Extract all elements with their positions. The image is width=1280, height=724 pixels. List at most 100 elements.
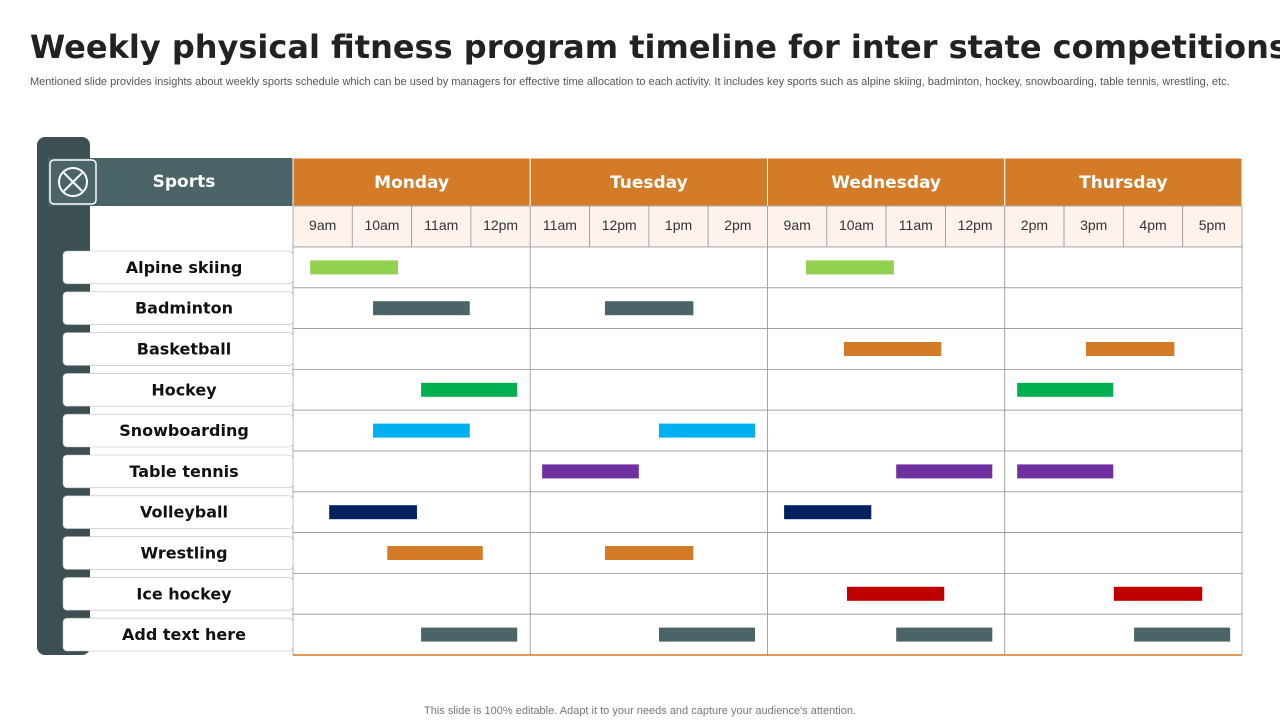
cell <box>767 409 1006 452</box>
time-cell <box>411 205 472 248</box>
row-label-box <box>62 373 294 407</box>
cell <box>292 450 531 493</box>
sports-icon <box>58 167 88 197</box>
cell <box>292 573 531 615</box>
cell <box>1004 246 1243 289</box>
row-label: Ice hockey <box>136 584 232 603</box>
time-bar <box>806 260 894 275</box>
time-bar <box>658 423 756 438</box>
icon-line <box>63 172 83 192</box>
row-label: Basketball <box>137 340 231 359</box>
day-label: Thursday <box>1079 173 1168 193</box>
time-cell <box>292 205 353 248</box>
time-label: 12pm <box>483 217 518 233</box>
cell <box>767 532 1006 574</box>
time-bar <box>1017 464 1114 479</box>
row-label-box <box>62 577 294 611</box>
row-label-box <box>62 617 294 652</box>
row-label: Wrestling <box>140 544 227 563</box>
time-bar <box>1134 627 1231 642</box>
time-bar <box>604 301 694 316</box>
time-cell <box>1063 205 1124 248</box>
time-cell <box>945 205 1006 248</box>
time-bar <box>542 464 639 479</box>
cell <box>1004 287 1243 329</box>
sports-header <box>48 158 293 206</box>
cell <box>767 287 1006 329</box>
day-header <box>1004 157 1243 207</box>
time-label: 3pm <box>1080 217 1107 233</box>
cell <box>1004 409 1243 452</box>
time-label: 9am <box>309 217 336 233</box>
row-label: Table tennis <box>129 462 238 481</box>
time-bar <box>373 301 470 316</box>
row-label-box <box>62 495 294 529</box>
time-bar <box>784 505 872 520</box>
time-label: 1pm <box>665 217 692 233</box>
row-label-box <box>62 291 294 325</box>
time-bar <box>421 627 518 642</box>
time-bar <box>329 505 417 520</box>
cell <box>529 368 768 411</box>
time-bar <box>373 423 470 438</box>
time-label: 11am <box>899 217 933 233</box>
time-bar <box>604 546 694 560</box>
time-cell <box>589 205 650 248</box>
time-cell <box>1182 205 1243 248</box>
time-label: 2pm <box>724 217 751 233</box>
icon-frame <box>49 159 97 205</box>
time-bar <box>896 464 993 479</box>
time-label: 12pm <box>602 217 637 233</box>
time-bar <box>421 382 518 397</box>
time-label: 12pm <box>958 217 993 233</box>
time-bar <box>1017 382 1114 397</box>
cell <box>529 328 768 370</box>
subtitle: Mentioned slide provides insights about … <box>30 76 1230 88</box>
day-label: Tuesday <box>610 173 688 193</box>
row-label: Add text here <box>122 625 246 644</box>
row-label-box <box>62 536 294 570</box>
time-label: 10am <box>364 217 399 233</box>
cell <box>529 246 768 289</box>
title: Weekly physical fitness program timeline… <box>30 28 1280 66</box>
row-label-box <box>62 413 294 448</box>
day-header <box>529 157 768 207</box>
time-label: 10am <box>839 217 874 233</box>
corner-label: Sports <box>153 172 216 192</box>
time-cell <box>767 205 828 248</box>
time-cell <box>470 205 531 248</box>
cell <box>1004 491 1243 533</box>
subtitle-box: Mentioned slide provides insights about … <box>30 76 1230 88</box>
time-cell <box>885 205 946 248</box>
cell <box>529 491 768 533</box>
time-label: 11am <box>424 217 458 233</box>
time-bar <box>844 342 942 356</box>
cell <box>529 573 768 615</box>
time-label: 2pm <box>1021 217 1048 233</box>
time-cell <box>1004 205 1065 248</box>
time-bar <box>387 546 483 560</box>
row-label: Volleyball <box>140 503 228 522</box>
day-label: Wednesday <box>831 173 941 193</box>
time-bar <box>1086 342 1175 356</box>
row-label: Hockey <box>151 380 217 399</box>
cell <box>1004 532 1243 574</box>
time-label: 5pm <box>1199 217 1226 233</box>
time-cell <box>1122 205 1184 248</box>
row-label: Alpine skiing <box>126 258 243 277</box>
cell <box>767 368 1006 411</box>
time-label: 11am <box>543 217 577 233</box>
time-bar <box>896 627 993 642</box>
row-label: Snowboarding <box>119 421 249 440</box>
cell <box>292 328 531 370</box>
time-cell <box>707 205 768 248</box>
time-label: 9am <box>784 217 811 233</box>
time-bar <box>310 260 398 275</box>
row-label-box <box>62 332 294 366</box>
row-label-box <box>62 250 294 285</box>
footer: This slide is 100% editable. Adapt it to… <box>424 705 856 717</box>
row-label-box <box>62 454 294 489</box>
cell <box>1004 368 1243 411</box>
time-bar <box>1113 586 1203 601</box>
